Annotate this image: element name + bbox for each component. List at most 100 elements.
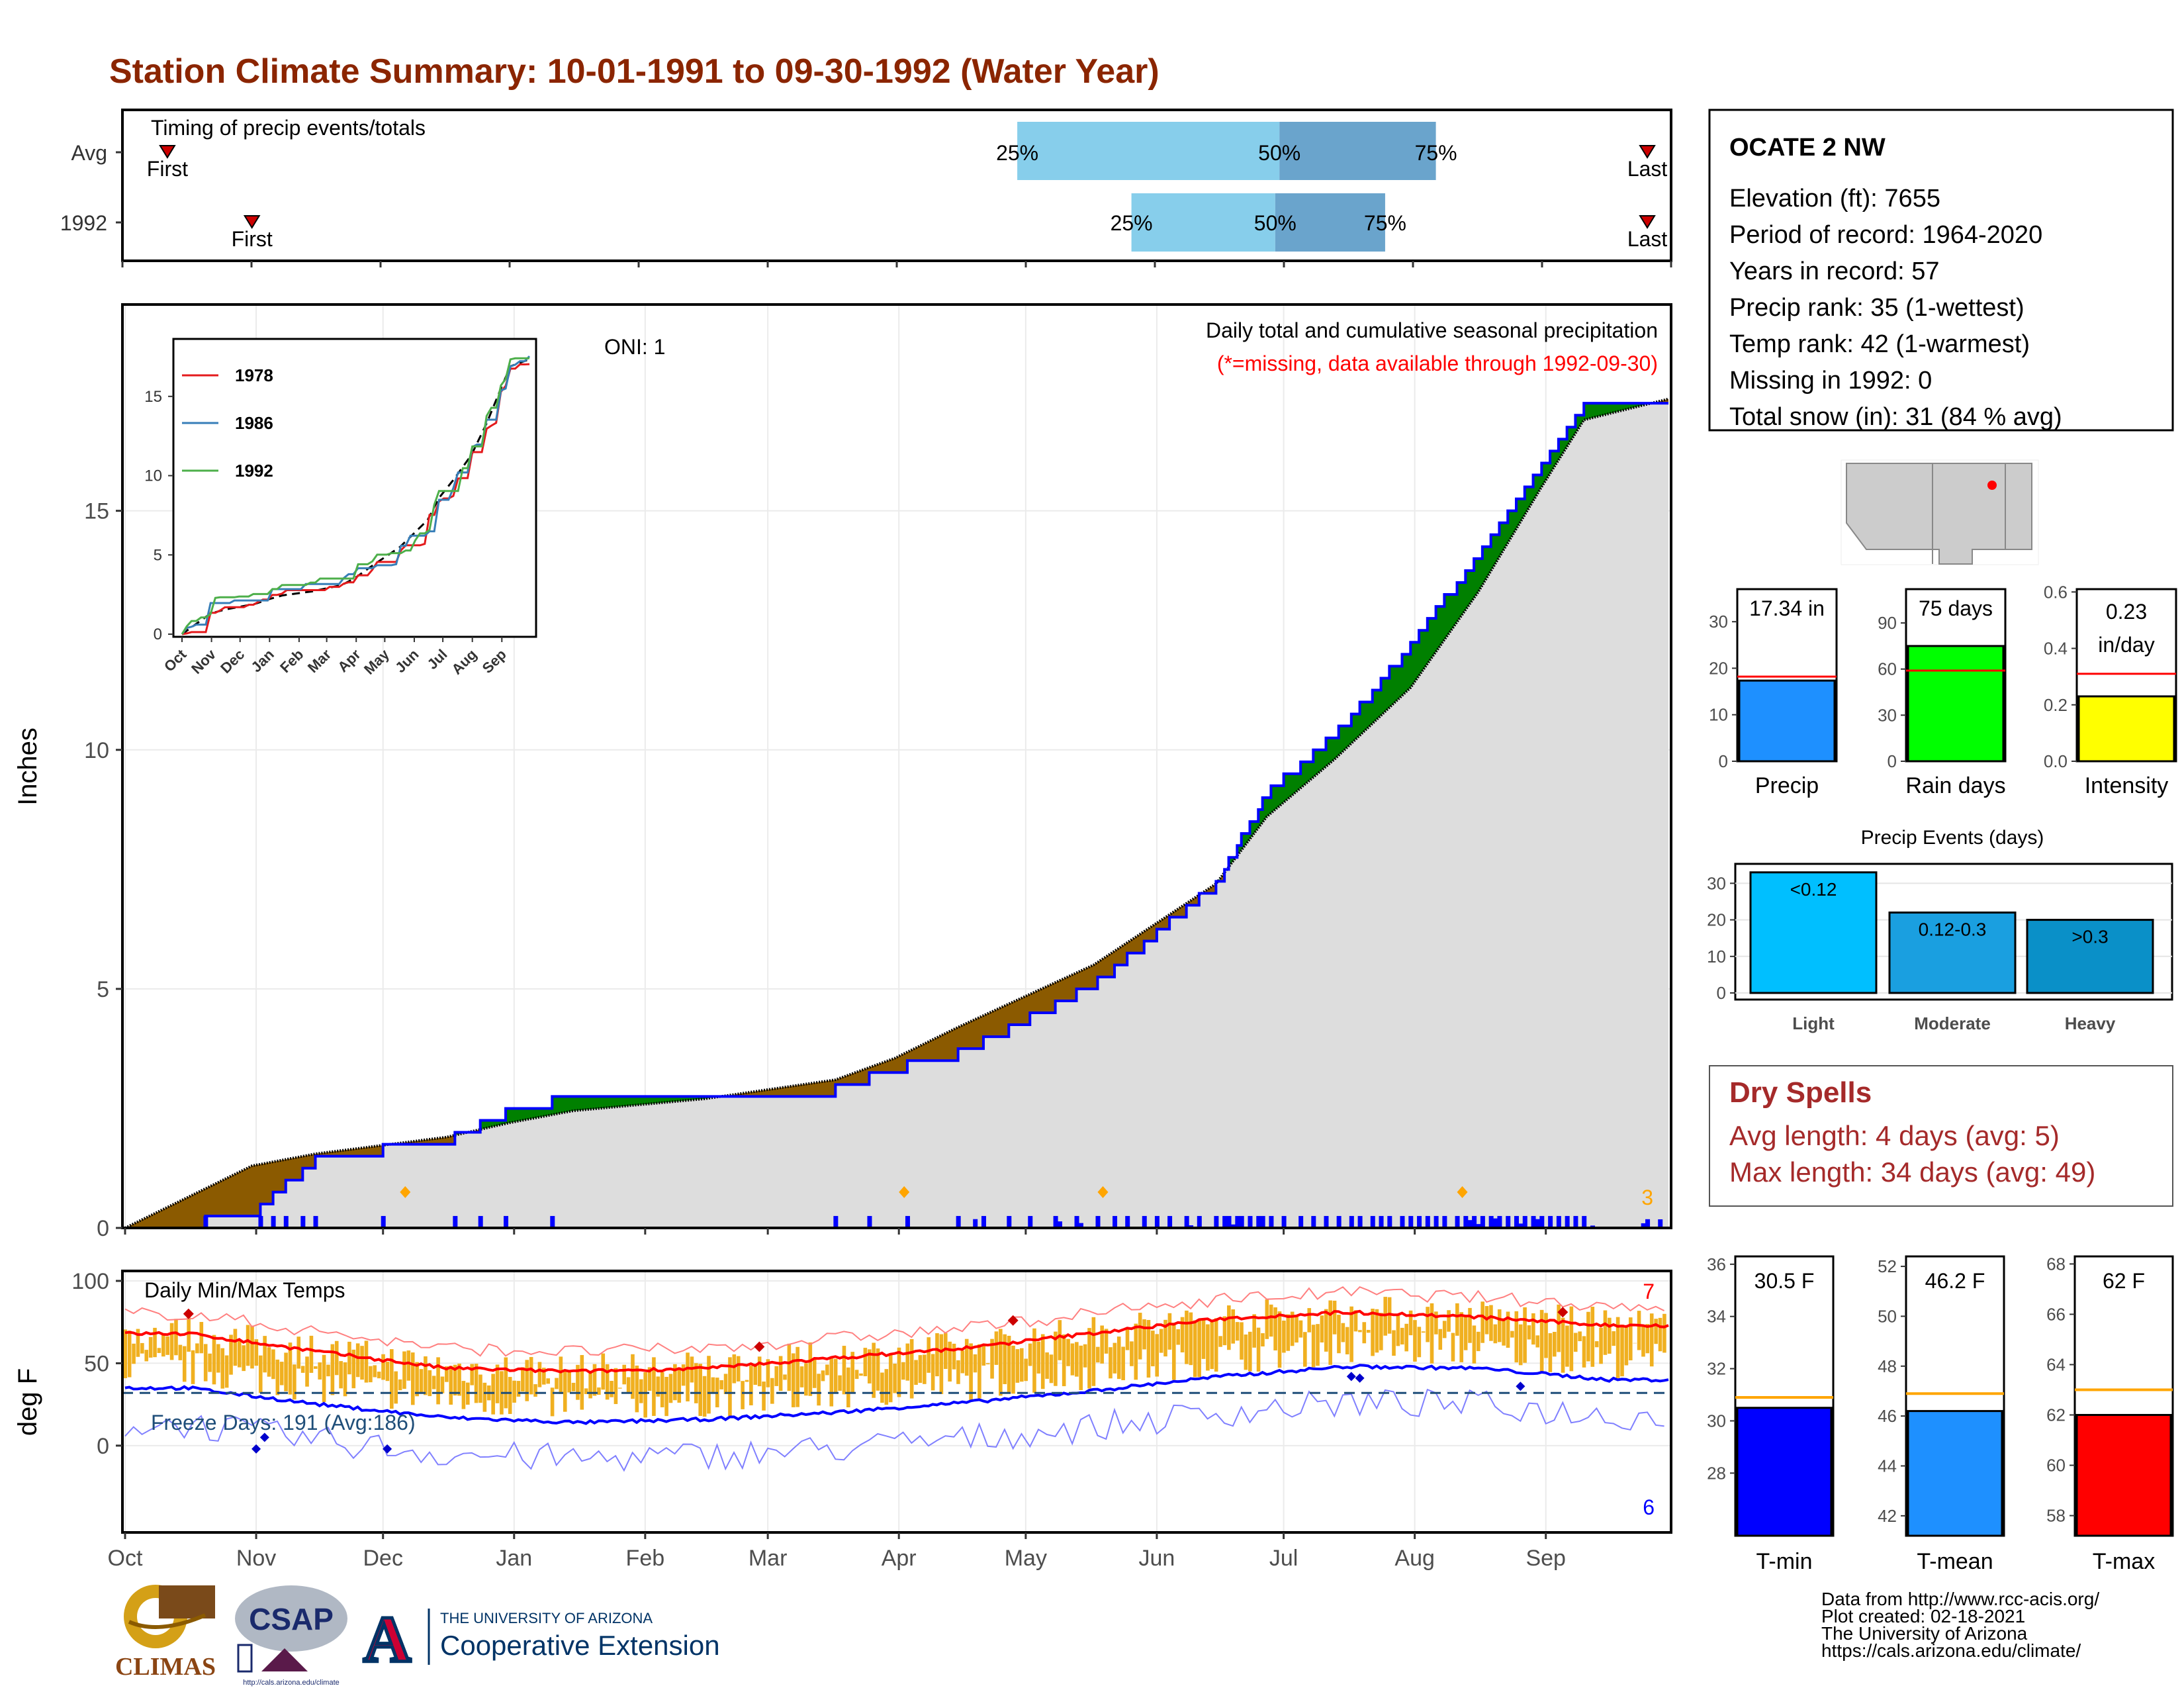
daily-temp-range-bar <box>169 1323 174 1360</box>
daily-temp-range-bar <box>1104 1329 1109 1354</box>
daily-temp-range-bar <box>216 1344 220 1373</box>
daily-temp-range-bar <box>1366 1329 1371 1333</box>
daily-temp-range-bar <box>187 1317 191 1352</box>
daily-temp-range-bar <box>1408 1310 1413 1336</box>
daily-temp-range-bar <box>804 1363 808 1396</box>
daily-temp-range-bar <box>1286 1314 1291 1351</box>
summary-bar <box>1907 645 2005 763</box>
daily-temp-range-bar <box>931 1354 935 1391</box>
record-high-marker <box>754 1341 765 1352</box>
daily-temp-range-bar <box>279 1362 284 1385</box>
event-category: Light <box>1792 1013 1835 1033</box>
daily-temp-range-bar <box>242 1345 246 1372</box>
daily-temp-range-bar <box>1324 1309 1328 1352</box>
daily-temp-range-bar <box>394 1371 398 1404</box>
daily-temp-range-bar <box>1303 1332 1307 1367</box>
record-low-marker <box>1346 1372 1356 1382</box>
daily-temp-range-bar <box>330 1344 335 1395</box>
daily-temp-range-bar <box>1070 1343 1075 1376</box>
daily-temp-range-bar <box>1544 1313 1548 1358</box>
event-category: Heavy <box>2065 1013 2116 1033</box>
station-location-dot <box>1987 481 1997 490</box>
daily-temp-range-bar <box>1176 1329 1180 1345</box>
daily-temp-range-bar <box>952 1343 956 1370</box>
daily-temp-range-bar <box>1447 1310 1451 1332</box>
summary-y-label: 0.4 <box>2044 639 2068 659</box>
first-event-marker <box>159 145 176 159</box>
daily-temp-range-bar <box>652 1357 656 1416</box>
daily-temp-range-bar <box>812 1358 817 1388</box>
daily-temp-range-bar <box>123 1329 128 1378</box>
daily-temp-range-bar <box>854 1370 859 1380</box>
summary-y-label: 10 <box>1709 705 1728 725</box>
month-label: Mar <box>749 1546 788 1571</box>
daily-temp-range-bar <box>1392 1330 1396 1356</box>
daily-temp-range-bar <box>351 1349 356 1389</box>
daily-temp-range-bar <box>203 1344 208 1382</box>
daily-temp-range-bar <box>1502 1318 1506 1346</box>
climas-logo: CLIMAS <box>115 1585 216 1681</box>
below-average-area <box>129 399 1668 1228</box>
daily-temp-range-bar <box>1645 1324 1650 1354</box>
daily-temp-range-bar <box>1142 1319 1146 1350</box>
daily-temp-range-bar <box>208 1353 212 1372</box>
last-event-marker <box>1639 215 1656 229</box>
daily-temp-range-bar <box>1121 1346 1125 1381</box>
inset-legend-label: 1978 <box>235 365 273 385</box>
daily-temp-range-bar <box>859 1373 863 1376</box>
daily-precip-bar <box>1235 1215 1240 1228</box>
precip-subtitle: Daily total and cumulative seasonal prec… <box>1206 318 1658 342</box>
daily-temp-range-bar <box>1341 1323 1345 1342</box>
summary-y-label: 60 <box>1878 659 1897 679</box>
daily-temp-range-bar <box>1523 1307 1527 1363</box>
daily-temp-range-bar <box>757 1356 762 1387</box>
daily-precip-bar <box>1467 1220 1473 1228</box>
daily-temp-range-bar <box>250 1325 254 1369</box>
daily-temp-range-bar <box>960 1350 965 1374</box>
temp-bar <box>2075 1414 2172 1537</box>
daily-temp-range-bar <box>254 1339 259 1366</box>
p75-label: 75% <box>1415 141 1457 165</box>
daily-temp-range-bar <box>939 1334 944 1395</box>
daily-temp-range-bar <box>867 1349 872 1383</box>
quartile-bar-lower <box>1017 122 1280 180</box>
temp-bar-label: T-min <box>1756 1549 1813 1574</box>
daily-precip-bar <box>905 1215 910 1228</box>
daily-temp-range-bar <box>271 1349 275 1380</box>
daily-temp-range-bar <box>174 1319 178 1356</box>
daily-temp-range-bar <box>424 1356 428 1395</box>
daily-precip-bar <box>1269 1215 1274 1228</box>
month-label: Oct <box>108 1546 143 1571</box>
daily-temp-range-bar <box>275 1359 280 1395</box>
inset-y-label: 0 <box>154 626 162 643</box>
inset-y-label: 5 <box>154 546 162 564</box>
daily-temp-range-bar <box>314 1366 318 1369</box>
daily-temp-range-bar <box>293 1364 296 1400</box>
daily-temp-range-bar <box>741 1381 745 1409</box>
daily-temp-range-bar <box>402 1351 406 1389</box>
inset-legend-label: 1992 <box>235 461 273 481</box>
temp-y-label: 66 <box>2046 1304 2066 1324</box>
daily-temp-range-bar <box>605 1364 610 1400</box>
csap-logo-text: CSAP <box>249 1602 334 1636</box>
daily-temp-range-bar <box>1109 1347 1113 1379</box>
daily-temp-range-bar <box>1637 1311 1641 1350</box>
daily-precip-bar <box>1078 1223 1083 1228</box>
daily-temp-range-bar <box>258 1355 263 1393</box>
daily-temp-range-bar <box>1332 1300 1337 1335</box>
daily-temp-range-bar <box>1539 1309 1544 1372</box>
daily-temp-range-bar <box>576 1364 580 1400</box>
record-high-marker <box>183 1308 194 1319</box>
daily-temp-range-bar <box>1480 1301 1484 1343</box>
inset-y-label: 10 <box>144 467 162 485</box>
daily-precip-bar <box>1239 1215 1244 1228</box>
daily-temp-range-bar <box>1019 1348 1024 1382</box>
record-min-line <box>124 1388 1664 1472</box>
daily-temp-range-bar <box>1353 1310 1358 1332</box>
daily-temp-range-bar <box>546 1378 551 1384</box>
daily-precip-bar <box>973 1219 978 1228</box>
daily-temp-range-bar <box>1244 1334 1248 1370</box>
daily-temp-range-bar <box>1311 1325 1316 1368</box>
daily-precip-bar <box>453 1215 458 1228</box>
daily-temp-range-bar <box>238 1340 242 1368</box>
